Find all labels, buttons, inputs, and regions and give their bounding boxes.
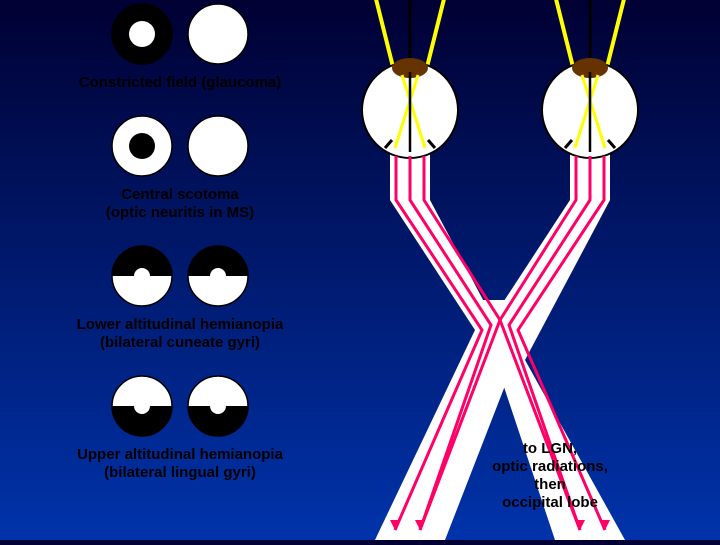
defect-right-eye: [184, 372, 252, 440]
defect-pair: [40, 242, 320, 310]
defect-pair: [40, 112, 320, 180]
defect-pair: [40, 0, 320, 68]
defect-section-2: Lower altitudinal hemianopia (bilateral …: [40, 242, 320, 352]
defect-section-0: Constricted field (glaucoma): [40, 0, 320, 92]
defect-right-eye: [184, 242, 252, 310]
defect-left-eye: [108, 0, 176, 68]
defect-section-1: Central scotoma (optic neuritis in MS): [40, 112, 320, 222]
defect-label: Lower altitudinal hemianopia (bilateral …: [40, 316, 320, 352]
defect-label: Upper altitudinal hemianopia (bilateral …: [40, 446, 320, 482]
defect-section-3: Upper altitudinal hemianopia (bilateral …: [40, 372, 320, 482]
defects-column: Constricted field (glaucoma) Central sco…: [0, 0, 320, 502]
defect-right-eye: [184, 0, 252, 68]
defect-label: Central scotoma (optic neuritis in MS): [40, 186, 320, 222]
defect-left-eye: [108, 242, 176, 310]
defect-left-eye: [108, 112, 176, 180]
pathway-destination-label: to LGN, optic radiations, then occipital…: [460, 440, 640, 512]
defect-label: Constricted field (glaucoma): [40, 74, 320, 92]
defect-right-eye: [184, 112, 252, 180]
defect-pair: [40, 372, 320, 440]
defect-left-eye: [108, 372, 176, 440]
